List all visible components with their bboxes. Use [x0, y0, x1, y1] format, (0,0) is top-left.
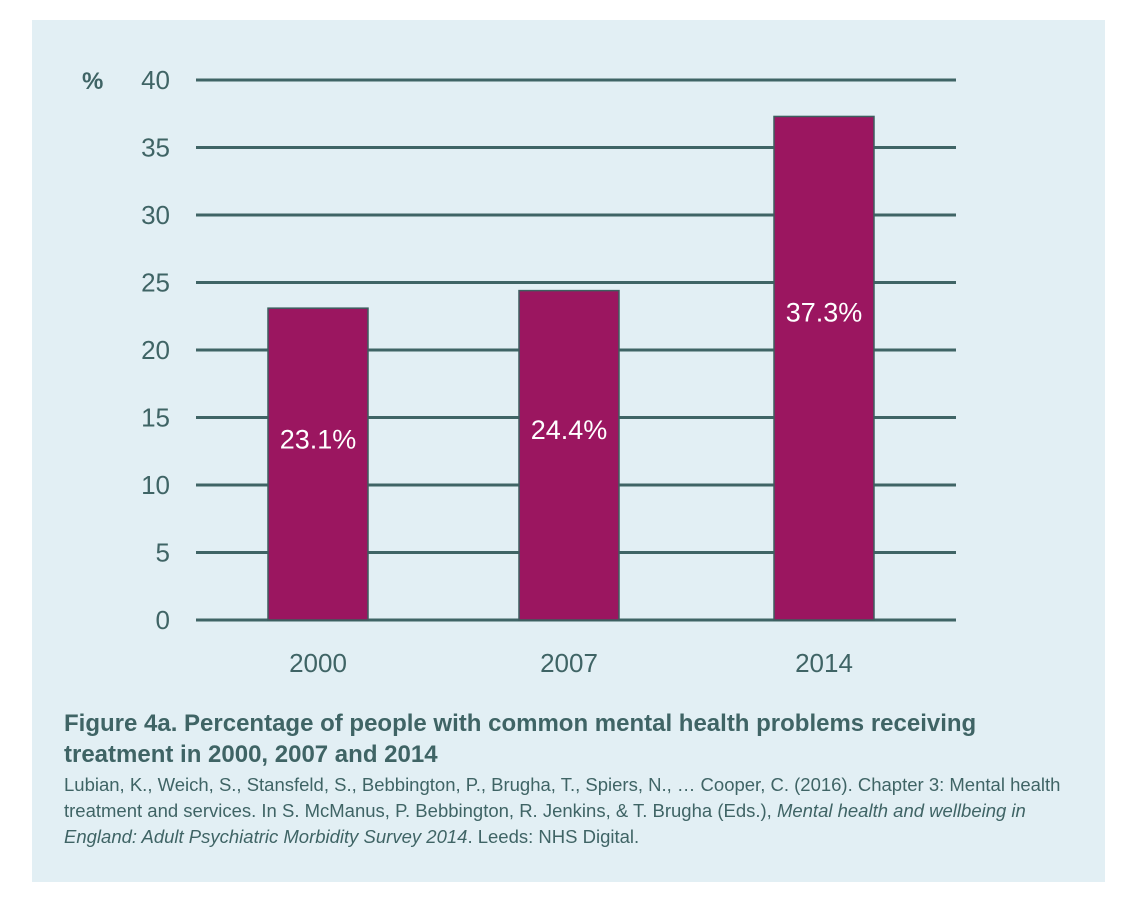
bar-2014 [773, 115, 875, 621]
y-axis-ticks: 0 5 10 15 20 25 30 35 40 [141, 65, 170, 635]
y-tick-label: 20 [141, 335, 170, 365]
y-tick-label: 10 [141, 470, 170, 500]
y-tick-label: 5 [156, 538, 170, 568]
figure-caption: Figure 4a. Percentage of people with com… [64, 708, 1084, 850]
x-category-label: 2000 [289, 648, 347, 678]
y-tick-label: 0 [156, 605, 170, 635]
citation-text: Lubian, K., Weich, S., Stansfeld, S., Be… [64, 774, 1061, 821]
y-axis-unit-label: % [82, 68, 103, 95]
figure-title: Figure 4a. Percentage of people with com… [64, 710, 977, 768]
bar-2000 [267, 307, 369, 621]
bar-data-label: 23.1% [280, 424, 357, 454]
bar-data-label: 24.4% [531, 415, 608, 445]
figure-source-citation: Lubian, K., Weich, S., Stansfeld, S., Be… [64, 772, 1084, 850]
x-category-label: 2014 [795, 648, 853, 678]
bar-data-label: 37.3% [786, 297, 863, 327]
bars [267, 115, 875, 621]
y-tick-label: 25 [141, 268, 170, 298]
citation-publication-title: Mental health and wellbeing in England: … [64, 800, 1026, 847]
citation-publisher: . Leeds: NHS Digital. [467, 826, 640, 847]
y-tick-label: 15 [141, 403, 170, 433]
x-axis-categories: 2000 2007 2014 [289, 648, 853, 678]
x-category-label: 2007 [540, 648, 598, 678]
bar-chart: 0 5 10 15 20 25 30 35 40 2000 2007 2014 23.1% 24.4%… [82, 65, 956, 678]
data-labels: 23.1% 24.4% 37.3% [280, 297, 863, 454]
bar-2007 [518, 289, 620, 621]
y-tick-label: 40 [141, 65, 170, 95]
y-tick-label: 35 [141, 133, 170, 163]
y-tick-label: 30 [141, 200, 170, 230]
